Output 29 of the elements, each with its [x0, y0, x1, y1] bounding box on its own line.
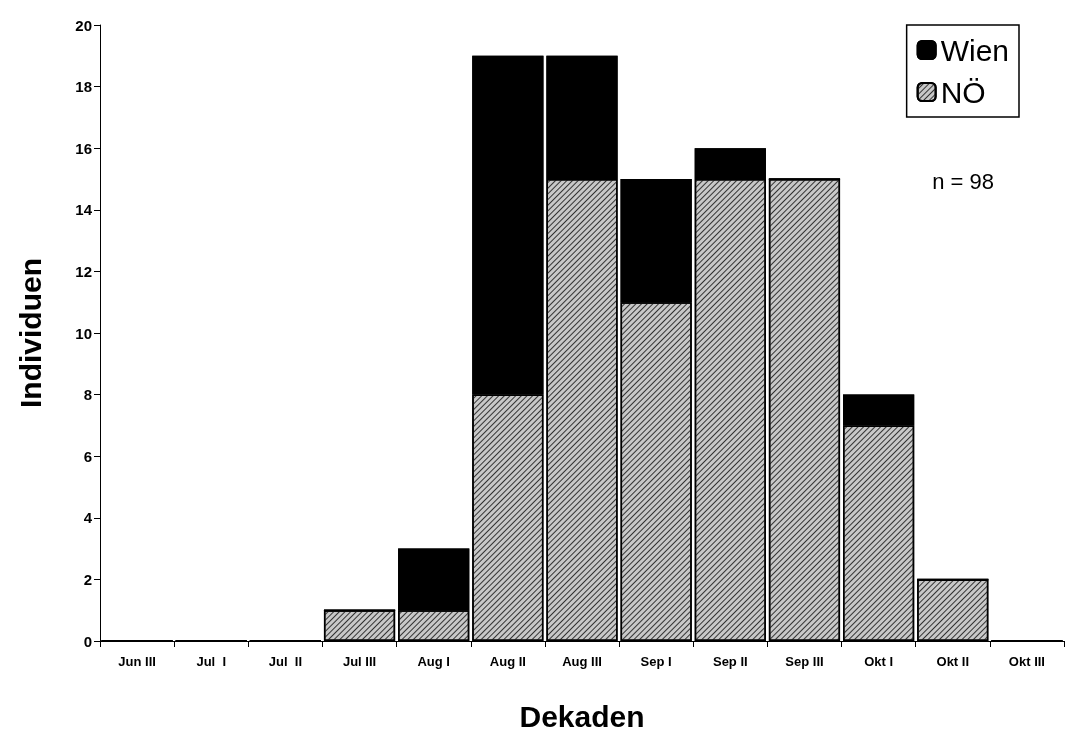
x-tick-label: Jul I	[196, 654, 227, 669]
y-tick-label: 6	[83, 447, 92, 465]
y-tick-label: 14	[75, 201, 93, 219]
y-tick-label: 16	[75, 139, 92, 157]
y-axis-title: Individuen	[13, 258, 47, 408]
x-tick-label: Jul II	[268, 654, 302, 669]
x-tick-label: Okt II	[936, 654, 970, 669]
legend-label: Wien	[940, 33, 1010, 67]
y-tick-label: 20	[75, 16, 92, 34]
x-tick-label: Okt III	[1008, 654, 1045, 669]
x-tick-label: Jun III	[118, 654, 156, 669]
x-tick-label: Sep III	[785, 654, 824, 669]
y-tick-label: 4	[83, 509, 93, 527]
y-tick-label: 8	[83, 386, 92, 404]
y-tick-label: 0	[83, 632, 92, 650]
x-tick-label: Sep I	[640, 654, 672, 669]
x-tick-label: Jul III	[342, 654, 377, 669]
y-tick-label: 2	[83, 570, 92, 588]
x-tick-label: Okt I	[864, 654, 894, 669]
y-tick-label: 10	[75, 324, 92, 342]
annotation: n = 98	[932, 168, 994, 194]
y-tick-label: 18	[75, 78, 92, 96]
x-tick-label: Aug I	[417, 654, 450, 669]
y-tick-label: 12	[75, 262, 92, 280]
x-tick-label: Aug III	[562, 654, 602, 669]
legend-label: NÖ	[940, 75, 986, 109]
x-axis-title: Dekaden	[519, 699, 645, 733]
x-tick-label: Aug II	[489, 654, 526, 669]
x-tick-label: Sep II	[712, 654, 748, 669]
